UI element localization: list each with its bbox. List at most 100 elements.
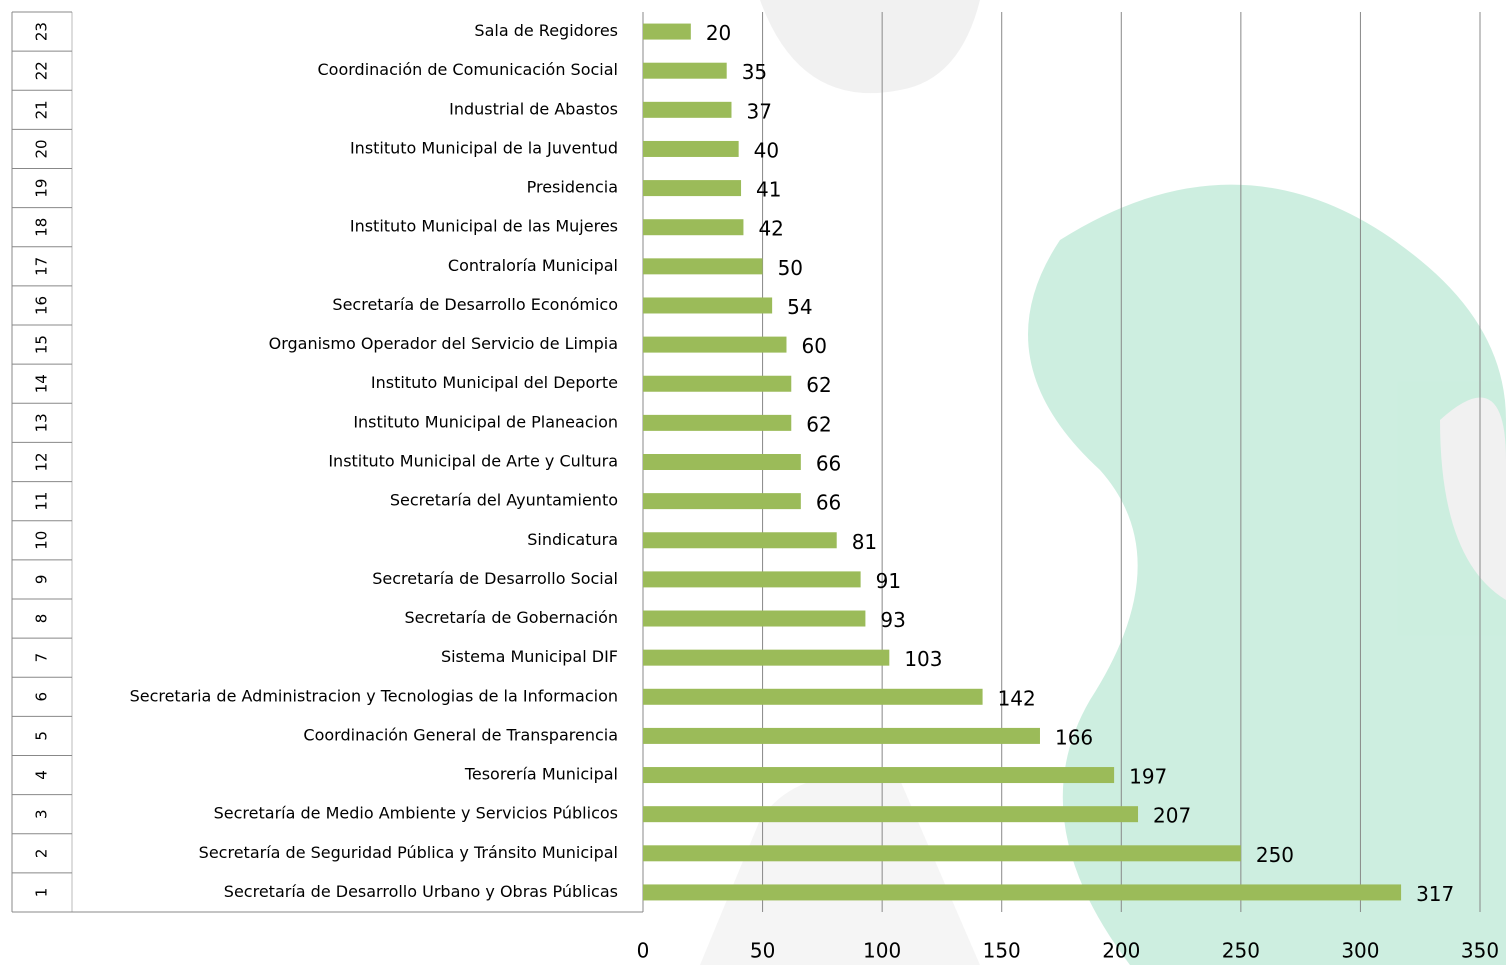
data-label: 66 xyxy=(816,491,841,515)
category-label: Secretaría de Desarrollo Urbano y Obras … xyxy=(224,882,618,901)
x-tick-label: 250 xyxy=(1222,939,1260,963)
x-tick-label: 300 xyxy=(1341,939,1379,963)
category-label: Secretaría del Ayuntamiento xyxy=(390,491,618,510)
bar xyxy=(643,454,801,470)
bar xyxy=(643,180,742,197)
data-label: 50 xyxy=(778,256,803,280)
row-number: 17 xyxy=(33,257,51,276)
data-label: 197 xyxy=(1129,765,1167,789)
row-number: 12 xyxy=(33,452,51,471)
row-number: 7 xyxy=(33,653,51,663)
watermark xyxy=(700,0,1506,966)
data-label: 81 xyxy=(852,530,877,554)
category-label: Secretaría de Desarrollo Económico xyxy=(332,295,618,314)
data-label: 317 xyxy=(1416,882,1454,906)
row-number: 3 xyxy=(33,809,51,819)
bar xyxy=(643,62,727,79)
category-label: Secretaría de Seguridad Pública y Tránsi… xyxy=(199,843,618,862)
category-label: Instituto Municipal de Arte y Cultura xyxy=(328,452,618,471)
category-label: Coordinación General de Transparencia xyxy=(303,725,618,744)
bar xyxy=(643,297,773,314)
row-number: 6 xyxy=(33,692,51,702)
data-label: 37 xyxy=(746,99,771,123)
x-tick-label: 350 xyxy=(1461,939,1499,963)
category-label: Instituto Municipal de la Juventud xyxy=(350,138,618,157)
x-tick-label: 150 xyxy=(983,939,1021,963)
category-label: Organismo Operador del Servicio de Limpi… xyxy=(269,334,618,353)
data-label: 207 xyxy=(1153,804,1191,828)
row-number: 16 xyxy=(33,296,51,315)
row-number: 21 xyxy=(33,100,51,119)
bar xyxy=(643,610,866,627)
data-label: 20 xyxy=(706,21,731,45)
data-label: 91 xyxy=(876,569,901,593)
data-label: 166 xyxy=(1055,725,1093,749)
bar xyxy=(643,101,732,118)
category-label: Coordinación de Comunicación Social xyxy=(317,60,618,79)
row-number: 2 xyxy=(33,849,51,859)
bar xyxy=(643,884,1402,901)
bar xyxy=(643,140,739,157)
category-label: Industrial de Abastos xyxy=(449,99,618,118)
row-number: 9 xyxy=(33,575,51,585)
data-label: 250 xyxy=(1256,843,1294,867)
x-tick-label: 100 xyxy=(863,939,901,963)
bar xyxy=(643,649,890,666)
data-label: 60 xyxy=(801,334,826,358)
row-number: 20 xyxy=(33,139,51,158)
bar xyxy=(643,219,744,236)
row-number: 18 xyxy=(33,218,51,237)
data-label: 103 xyxy=(904,647,942,671)
bar xyxy=(643,727,1040,744)
row-number: 8 xyxy=(33,614,51,624)
category-label: Instituto Municipal del Deporte xyxy=(371,373,618,392)
data-label: 62 xyxy=(806,412,831,436)
category-label: Sala de Regidores xyxy=(474,21,618,40)
row-number: 1 xyxy=(33,888,51,898)
bar xyxy=(643,806,1139,823)
x-tick-label: 200 xyxy=(1102,939,1140,963)
bar xyxy=(643,23,691,40)
row-number: 23 xyxy=(33,22,51,41)
category-label: Secretaria de Administracion y Tecnologi… xyxy=(130,686,618,705)
category-label: Sistema Municipal DIF xyxy=(441,647,618,666)
data-label: 54 xyxy=(787,295,812,319)
row-number: 10 xyxy=(33,531,51,550)
bar xyxy=(643,767,1115,784)
bar xyxy=(643,336,787,353)
data-label: 66 xyxy=(816,452,841,476)
category-label: Instituto Municipal de Planeacion xyxy=(353,412,618,431)
data-label: 42 xyxy=(758,217,783,241)
row-number: 4 xyxy=(33,770,51,780)
row-number: 19 xyxy=(33,179,51,198)
category-label: Presidencia xyxy=(527,178,618,197)
bar xyxy=(643,375,792,392)
row-number: 5 xyxy=(33,731,51,741)
category-label: Tesorería Municipal xyxy=(464,765,618,784)
x-tick-label: 50 xyxy=(750,939,775,963)
row-number: 22 xyxy=(33,61,51,80)
row-number: 11 xyxy=(33,492,51,511)
category-label: Secretaría de Desarrollo Social xyxy=(372,569,618,588)
data-label: 62 xyxy=(806,373,831,397)
row-number: 15 xyxy=(33,335,51,354)
data-label: 41 xyxy=(756,178,781,202)
bar xyxy=(643,414,792,431)
bar xyxy=(643,688,983,705)
category-label: Instituto Municipal de las Mujeres xyxy=(350,217,618,236)
bar xyxy=(643,532,837,549)
category-label: Secretaría de Gobernación xyxy=(404,608,618,627)
category-label: Sindicatura xyxy=(527,530,618,549)
bar xyxy=(643,493,801,510)
row-number: 14 xyxy=(33,374,51,393)
category-label: Secretaría de Medio Ambiente y Servicios… xyxy=(214,804,618,823)
category-label: Contraloría Municipal xyxy=(448,256,618,275)
row-number: 13 xyxy=(33,413,51,432)
data-label: 142 xyxy=(998,686,1036,710)
data-label: 35 xyxy=(742,60,767,84)
data-label: 40 xyxy=(754,138,779,162)
x-tick-label: 0 xyxy=(637,939,650,963)
data-label: 93 xyxy=(880,608,905,632)
bar xyxy=(643,571,861,588)
